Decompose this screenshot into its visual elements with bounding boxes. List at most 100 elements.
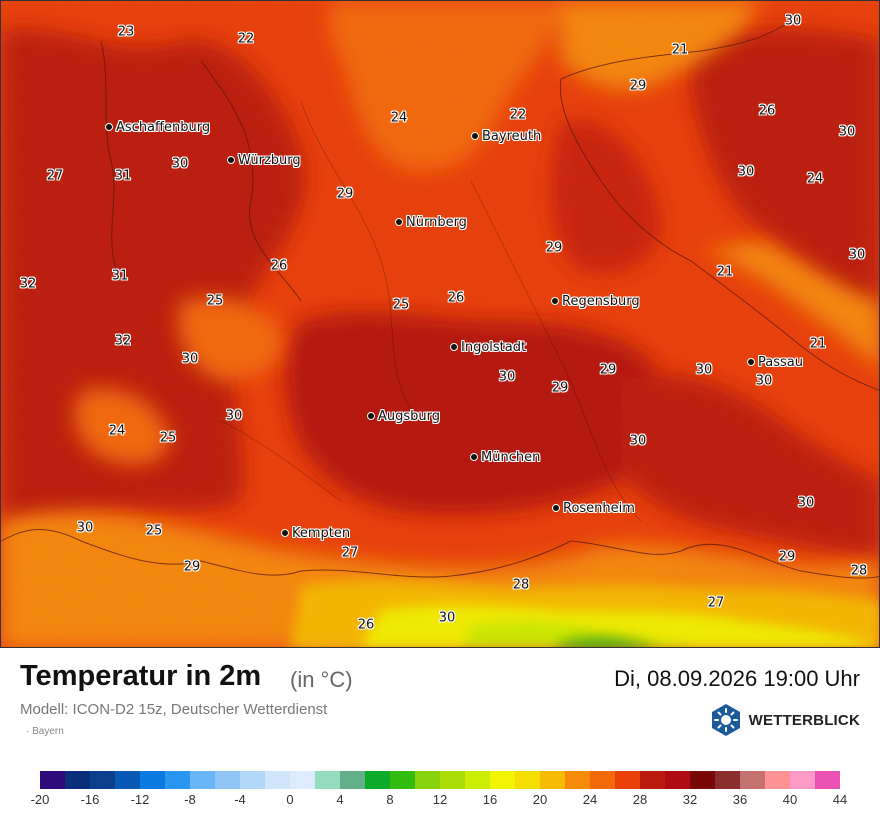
city-name: Aschaffenburg [116,120,211,135]
legend-swatch [765,771,790,789]
temperature-label: 30 [629,433,647,449]
city-marker-icon [281,528,289,537]
temperature-field [1,1,879,647]
city-passau[interactable]: Passau [747,355,803,370]
city-marker-icon [227,155,235,164]
legend-label: 0 [286,792,294,807]
legend-swatch [665,771,690,789]
sun-logo-icon [711,704,740,736]
legend-swatch [340,771,365,789]
city-wuerzburg[interactable]: Würzburg [227,153,301,168]
legend-swatch [740,771,765,789]
legend-labels: -20 -16 -12 -8 -4 0 4 8 12 16 20 24 28 32 36 40 44 [0,792,880,808]
city-name: Rosenheim [563,501,635,516]
temperature-label: 25 [392,297,410,313]
city-name: Passau [758,355,803,370]
legend-label: -16 [80,792,100,807]
city-augsburg[interactable]: Augsburg [367,409,440,424]
temperature-label: 21 [809,336,827,352]
temperature-label: 27 [46,168,64,184]
legend-label: 36 [732,792,748,807]
temperature-map[interactable]: 23 22 30 21 29 26 30 24 22 27 31 30 29 30 24 29 26 21 30 32… [0,0,880,648]
legend-swatch [390,771,415,789]
city-bayreuth[interactable]: Bayreuth [471,129,541,144]
temperature-label: 30 [838,124,856,140]
temperature-label: 30 [76,520,94,536]
city-rosenheim[interactable]: Rosenheim [552,501,635,516]
temperature-label: 25 [159,430,177,446]
legend-swatch [815,771,840,789]
city-name: Bayreuth [482,129,542,144]
legend-swatch [690,771,715,789]
brand-name: WETTERBLICK [748,711,860,729]
city-marker-icon [471,131,479,140]
city-name: Augsburg [378,409,441,424]
legend-swatch [90,771,115,789]
city-name: Würzburg [238,153,301,168]
model-source: Modell: ICON-D2 15z, Deutscher Wetterdie… [20,701,328,718]
city-marker-icon [552,503,560,512]
temperature-label: 32 [19,276,37,292]
legend-swatch [290,771,315,789]
city-name: Ingolstadt [461,340,527,355]
temperature-label: 26 [270,258,288,274]
city-marker-icon [470,452,478,461]
temperature-label: 26 [447,290,465,306]
legend-label: 44 [832,792,848,807]
borders [1,20,879,579]
legend-swatch [265,771,290,789]
legend-swatch [165,771,190,789]
legend-swatch [515,771,540,789]
temperature-label: 22 [237,31,255,47]
legend-swatch [140,771,165,789]
legend-swatch [315,771,340,789]
temperature-label: 31 [114,168,132,184]
temperature-label: 21 [716,264,734,280]
legend-swatch [240,771,265,789]
temperature-label: 21 [671,42,689,58]
temperature-label: 31 [111,268,129,284]
city-name: München [481,450,541,465]
legend-swatch [715,771,740,789]
legend-label: -8 [184,792,196,807]
temperature-label: 24 [390,110,408,126]
city-marker-icon [105,122,113,131]
temperature-label: 30 [737,164,755,180]
temperature-label: 29 [778,549,796,565]
temperature-label: 27 [341,545,359,561]
temperature-label: 30 [797,495,815,511]
temperature-label: 30 [171,156,189,172]
legend-swatch [615,771,640,789]
city-regensburg[interactable]: Regensburg [551,294,640,309]
forecast-datetime: Di, 08.09.2026 19:00 Uhr [614,666,860,691]
city-muenchen[interactable]: München [470,450,540,465]
legend-swatch [190,771,215,789]
legend-label: -20 [30,792,50,807]
temperature-label: 30 [848,247,866,263]
city-aschaffenburg[interactable]: Aschaffenburg [105,120,210,135]
legend-swatch [490,771,515,789]
temperature-label: 30 [438,610,456,626]
temperature-label: 27 [707,595,725,611]
temperature-label: 28 [850,563,868,579]
wetterblick-logo[interactable]: WETTERBLICK [709,704,860,736]
city-nuernberg[interactable]: Nürnberg [395,215,467,230]
temperature-label: 26 [758,103,776,119]
legend-label: 24 [582,792,598,807]
legend-label: 28 [632,792,648,807]
temperature-label: 28 [512,577,530,593]
legend-swatch [215,771,240,789]
city-kempten[interactable]: Kempten [281,526,350,541]
city-ingolstadt[interactable]: Ingolstadt [450,340,526,355]
legend-label: -4 [234,792,246,807]
temperature-label: 32 [114,333,132,349]
legend-swatch [365,771,390,789]
temperature-label: 29 [599,362,617,378]
temperature-label: 25 [206,293,224,309]
legend-swatch [415,771,440,789]
legend-swatch [640,771,665,789]
city-name: Kempten [292,526,351,541]
map-title: Temperatur in 2m [20,660,262,692]
temperature-label: 30 [784,13,802,29]
color-legend [40,771,840,789]
